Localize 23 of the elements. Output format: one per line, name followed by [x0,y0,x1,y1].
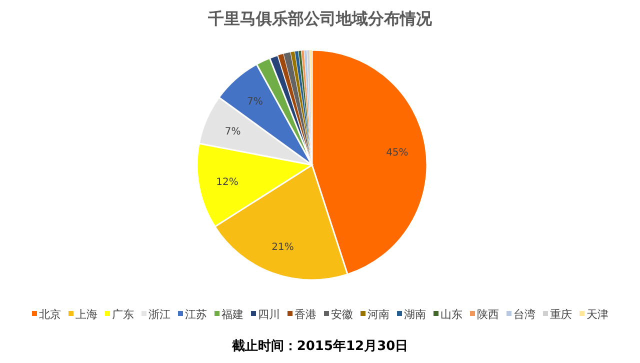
legend-label: 上海 [76,308,98,321]
data-label: 12% [216,177,238,188]
legend-label: 江苏 [185,308,207,321]
legend-label: 福建 [222,308,244,321]
legend-label: 广东 [112,308,134,321]
text: 截止时间：2015年12月30日 [230,339,408,354]
legend-label: 四川 [258,308,280,321]
legend-label: 浙江 [148,308,170,321]
legend-label: 重庆 [550,308,572,321]
legend-label: 山东 [440,308,462,321]
legend-label: 天津 [586,308,608,321]
chart-title: 千里马俱乐部公司地域分布情况 [207,9,433,28]
legend-label: 安徽 [331,308,353,321]
legend-label: 河南 [368,308,390,321]
data-label: 7% [224,126,241,138]
data-label: 21% [272,242,294,254]
legend-label: 陕西 [477,308,499,321]
legend-label: 台湾 [514,308,536,321]
legend-label: 湖南 [404,308,426,321]
legend-label: 北京 [39,308,61,321]
data-label: 45% [386,148,408,159]
legend-label: 香港 [294,308,316,321]
data-label: 7% [247,96,263,108]
